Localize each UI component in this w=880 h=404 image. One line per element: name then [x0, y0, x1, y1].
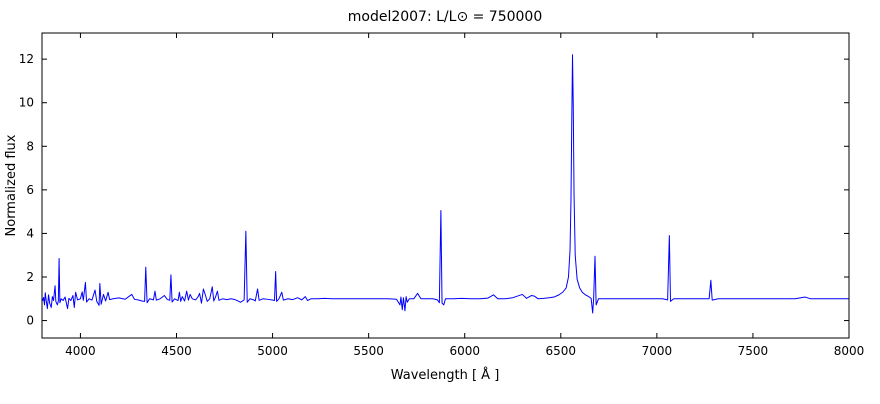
- axis-ticks: [42, 33, 850, 338]
- x-tick-label: 7000: [642, 344, 673, 358]
- y-tick-label: 0: [26, 314, 34, 328]
- axes-frame: [41, 32, 850, 339]
- y-axis-label: Normalized flux: [4, 134, 19, 236]
- y-tick-label: 6: [26, 183, 34, 197]
- x-tick-label: 7500: [738, 344, 769, 358]
- y-tick-label: 10: [19, 96, 34, 110]
- plot-area: [42, 54, 849, 314]
- y-tick-label: 8: [26, 139, 34, 153]
- spectrum-line: [42, 54, 849, 314]
- x-tick-label: 5500: [353, 344, 384, 358]
- x-tick-label: 5000: [257, 344, 288, 358]
- y-tick-label: 12: [19, 52, 34, 66]
- x-tick-label: 4500: [161, 344, 192, 358]
- y-tick-label: 2: [26, 270, 34, 284]
- x-tick-label: 6500: [546, 344, 577, 358]
- axis-tick-labels: 4000 4500 5000 5500 6000 6500 7000 7500 8000 0 2 4 6…: [19, 52, 865, 358]
- y-tick-label: 4: [26, 226, 34, 240]
- x-tick-label: 6000: [449, 344, 480, 358]
- plot-title: model2007: L/L⊙ = 750000: [348, 9, 543, 25]
- x-tick-label: 8000: [834, 344, 865, 358]
- x-tick-label: 4000: [65, 344, 96, 358]
- x-axis-label: Wavelength [ Å ]: [391, 367, 500, 383]
